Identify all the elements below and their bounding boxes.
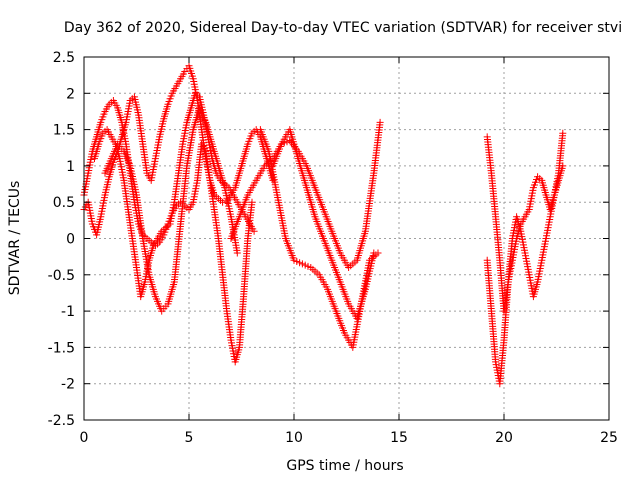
data-point xyxy=(250,227,258,235)
data-point xyxy=(376,118,384,126)
y-tick-label: 1 xyxy=(66,159,75,175)
y-tick-label: -2 xyxy=(61,377,75,393)
x-tick-label: 10 xyxy=(285,430,303,446)
y-axis-label: SDTVAR / TECUs xyxy=(7,181,23,296)
data-point xyxy=(233,249,241,257)
x-axis-label: GPS time / hours xyxy=(286,458,403,474)
y-tick-label: -0.5 xyxy=(48,268,75,284)
y-tick-label: 2.5 xyxy=(53,50,75,66)
data-points xyxy=(80,62,567,388)
data-point xyxy=(559,162,567,170)
chart-title: Day 362 of 2020, Sidereal Day-to-day VTE… xyxy=(64,20,622,36)
data-point xyxy=(248,198,256,206)
data-point xyxy=(269,176,277,184)
y-tick-label: 1.5 xyxy=(53,123,75,139)
y-tick-label: 0 xyxy=(66,232,75,248)
y-tick-label: -1 xyxy=(61,304,75,320)
y-tick-label: 2 xyxy=(66,86,75,102)
axis-ticks: 0 5 10 15 20 25 2.5 2 1.5 1 0.5 0 -0.5 -1 -1.5 -2 -2.5 xyxy=(48,50,618,446)
x-tick-label: 25 xyxy=(600,430,618,446)
x-tick-label: 0 xyxy=(80,430,89,446)
data-point xyxy=(559,129,567,137)
x-tick-label: 15 xyxy=(390,430,408,446)
x-tick-label: 5 xyxy=(185,430,194,446)
data-point xyxy=(370,249,378,257)
y-tick-label: -2.5 xyxy=(48,413,75,429)
y-tick-label: 0.5 xyxy=(53,195,75,211)
x-tick-label: 20 xyxy=(495,430,513,446)
y-tick-label: -1.5 xyxy=(48,340,75,356)
